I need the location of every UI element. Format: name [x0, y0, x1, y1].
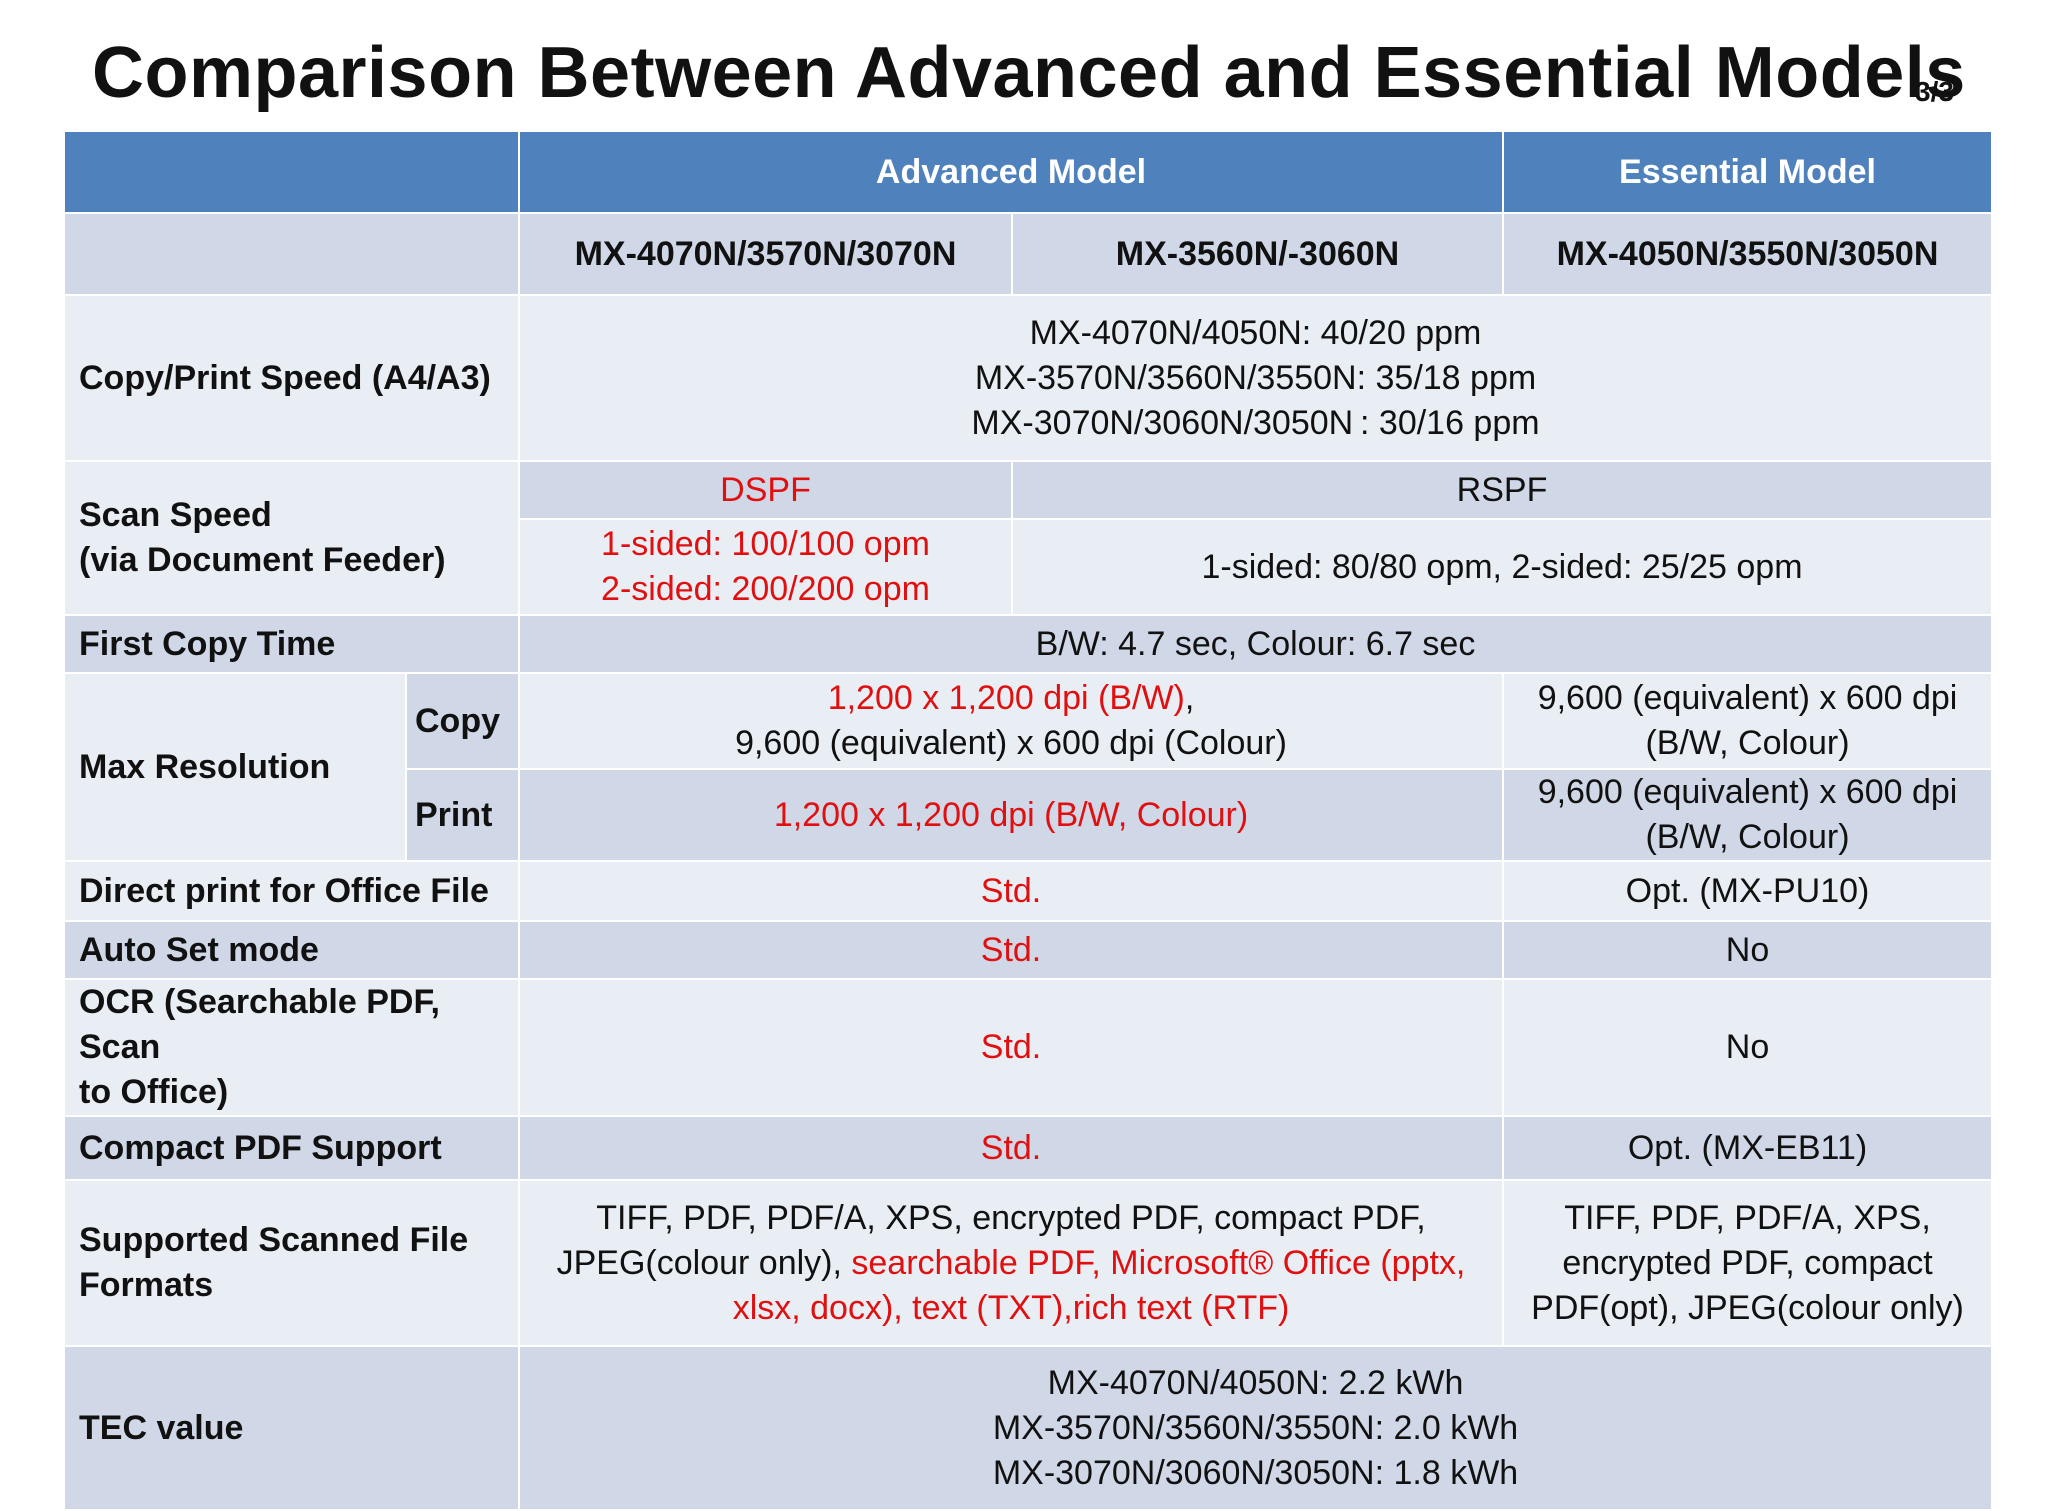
adv-res-copy-comma: , [1184, 679, 1195, 717]
row-ocr: OCR (Searchable PDF, Scan to Office) Std… [63, 978, 1994, 1117]
label-tec: TEC value [63, 1345, 520, 1511]
value-adv-direct-print: Std. [517, 860, 1505, 922]
adv-formats-line1: TIFF, PDF, PDF/A, XPS, encrypted PDF, co… [596, 1198, 1426, 1237]
label-ocr-line2: to Office) [79, 1073, 229, 1111]
label-res-print: Print [405, 768, 520, 862]
label-scan-speed-line1: Scan Speed [79, 496, 272, 534]
label-first-copy: First Copy Time [63, 614, 520, 674]
tec-line: MX-3070N/3060N/3050N: 1.8 kWh [992, 1453, 1519, 1492]
tec-line: MX-3570N/3560N/3550N: 2.0 kWh [992, 1408, 1519, 1447]
models-empty-cell [63, 212, 520, 296]
row-scan-speed: 1-sided: 100/100 opm 2-sided: 200/200 op… [64, 518, 1994, 616]
header-row: Advanced Model Essential Model [63, 130, 1994, 214]
value-adv-compact-pdf: Std. [517, 1115, 1505, 1181]
value-ess-compact-pdf: Opt. (MX-EB11) [1502, 1115, 1994, 1181]
header-empty-cell [63, 130, 520, 214]
adv-scan-1sided: 1-sided: 100/100 opm [601, 525, 930, 563]
value-ess-formats: TIFF, PDF, PDF/A, XPS, encrypted PDF, co… [1502, 1179, 1994, 1347]
value-adv-scan-speed: 1-sided: 100/100 opm 2-sided: 200/200 op… [518, 518, 1013, 616]
row-tec: TEC value MX-4070N/4050N: 2.2 kWh MX-357… [63, 1345, 1994, 1511]
value-tec: MX-4070N/4050N: 2.2 kWh MX-3570N/3560N/3… [517, 1345, 1994, 1511]
label-formats-line1: Supported Scanned File [79, 1221, 469, 1259]
label-formats-line2: Formats [79, 1266, 214, 1304]
ess-res-print-line2: (B/W, Colour) [1645, 818, 1850, 856]
row-auto-set: Auto Set mode Std. No [63, 920, 1994, 980]
value-ess-scan-speed: 1-sided: 80/80 opm, 2-sided: 25/25 opm [1010, 518, 1994, 616]
model-ess: MX-4050N/3550N/3050N [1502, 212, 1994, 296]
ess-formats-line1: TIFF, PDF, PDF/A, XPS, [1564, 1198, 1931, 1237]
label-formats: Supported Scanned File Formats [63, 1179, 520, 1347]
value-copy-speed: MX-4070N/4050N: 40/20 ppm MX-3570N/3560N… [517, 294, 1994, 462]
row-copy-speed: Copy/Print Speed (A4/A3) MX-4070N/4050N:… [63, 294, 1994, 462]
adv-res-copy-line1: 1,200 x 1,200 dpi (B/W), [530, 676, 1492, 721]
value-adv-res-copy: 1,200 x 1,200 dpi (B/W), 9,600 (equivale… [517, 672, 1505, 770]
adv-formats-line2: JPEG(colour only), searchable PDF, Micro… [530, 1241, 1492, 1286]
value-ess-ocr: No [1502, 978, 1994, 1117]
adv-scan-2sided: 2-sided: 200/200 opm [601, 570, 930, 608]
row-compact-pdf: Compact PDF Support Std. Opt. (MX-EB11) [63, 1115, 1994, 1181]
tec-line: MX-4070N/4050N: 2.2 kWh [1047, 1363, 1464, 1402]
ess-formats-line2: encrypted PDF, compact [1562, 1243, 1933, 1282]
label-max-resolution: Max Resolution [63, 672, 407, 862]
label-ocr-line1: OCR (Searchable PDF, Scan [79, 983, 440, 1066]
comparison-table: Advanced Model Essential Model MX-4070N/… [63, 130, 1994, 1511]
model-adv1: MX-4070N/3570N/3070N [518, 212, 1013, 296]
ess-res-copy-line1: 9,600 (equivalent) x 600 dpi [1537, 679, 1958, 717]
model-adv2: MX-3560N/-3060N [1010, 212, 1505, 296]
ess-res-copy-line2: (B/W, Colour) [1645, 724, 1850, 762]
models-row: MX-4070N/3570N/3070N MX-3560N/-3060N MX-… [63, 212, 1994, 296]
row-max-res-copy: Max Resolution Copy 1,200 x 1,200 dpi (B… [63, 672, 1994, 862]
page-title: Comparison Between Advanced and Essentia… [92, 33, 1966, 113]
value-first-copy: B/W: 4.7 sec, Colour: 6.7 sec [517, 614, 1994, 674]
label-compact-pdf: Compact PDF Support [63, 1115, 520, 1181]
row-direct-print: Direct print for Office File Std. Opt. (… [63, 860, 1994, 922]
row-first-copy: First Copy Time B/W: 4.7 sec, Colour: 6.… [63, 614, 1994, 674]
adv-res-copy-bw: 1,200 x 1,200 dpi (B/W) [827, 679, 1185, 717]
value-ess-auto-set: No [1502, 920, 1994, 980]
value-ess-res-copy: 9,600 (equivalent) x 600 dpi (B/W, Colou… [1502, 672, 1994, 770]
label-ocr: OCR (Searchable PDF, Scan to Office) [63, 978, 520, 1117]
value-ess-direct-print: Opt. (MX-PU10) [1502, 860, 1994, 922]
value-adv-formats: TIFF, PDF, PDF/A, XPS, encrypted PDF, co… [517, 1179, 1505, 1347]
row-formats: Supported Scanned File Formats TIFF, PDF… [63, 1179, 1994, 1347]
label-copy-speed: Copy/Print Speed (A4/A3) [63, 294, 520, 462]
label-res-copy: Copy [405, 672, 520, 770]
ess-formats-line3: PDF(opt), JPEG(colour only) [1531, 1288, 1964, 1327]
value-adv-res-print: 1,200 x 1,200 dpi (B/W, Colour) [517, 768, 1505, 862]
value-adv-feeder: DSPF [518, 460, 1013, 520]
header-essential-model: Essential Model [1502, 130, 1994, 214]
copy-speed-line: MX-3570N/3560N/3550N: 35/18 ppm [974, 358, 1537, 397]
value-ess-res-print: 9,600 (equivalent) x 600 dpi (B/W, Colou… [1502, 768, 1994, 862]
adv-formats-line2-red: searchable PDF, Microsoft® Office (pptx, [851, 1243, 1466, 1282]
value-adv-auto-set: Std. [517, 920, 1505, 980]
row-scan-feeder: Scan Speed (via Document Feeder) DSPF RS… [63, 460, 1994, 616]
ess-res-print-line1: 9,600 (equivalent) x 600 dpi [1537, 773, 1958, 811]
adv-res-copy-line2: 9,600 (equivalent) x 600 dpi (Colour) [735, 724, 1287, 762]
label-auto-set: Auto Set mode [63, 920, 520, 980]
header-advanced-model: Advanced Model [517, 130, 1505, 214]
adv-formats-line3: xlsx, docx), text (TXT),rich text (RTF) [732, 1288, 1290, 1327]
value-adv-ocr: Std. [517, 978, 1505, 1117]
copy-speed-line: MX-4070N/4050N: 40/20 ppm [1029, 313, 1482, 352]
copy-speed-line: MX-3070N/3060N/3050N : 30/16 ppm [971, 403, 1540, 442]
value-ess-feeder: RSPF [1010, 460, 1994, 520]
adv-formats-line2-black: JPEG(colour only), [556, 1243, 852, 1282]
label-direct-print: Direct print for Office File [63, 860, 520, 922]
label-scan-speed-line2: (via Document Feeder) [79, 541, 446, 579]
label-scan-speed: Scan Speed (via Document Feeder) [63, 460, 520, 616]
page-number: 3/3 [1915, 76, 1954, 107]
